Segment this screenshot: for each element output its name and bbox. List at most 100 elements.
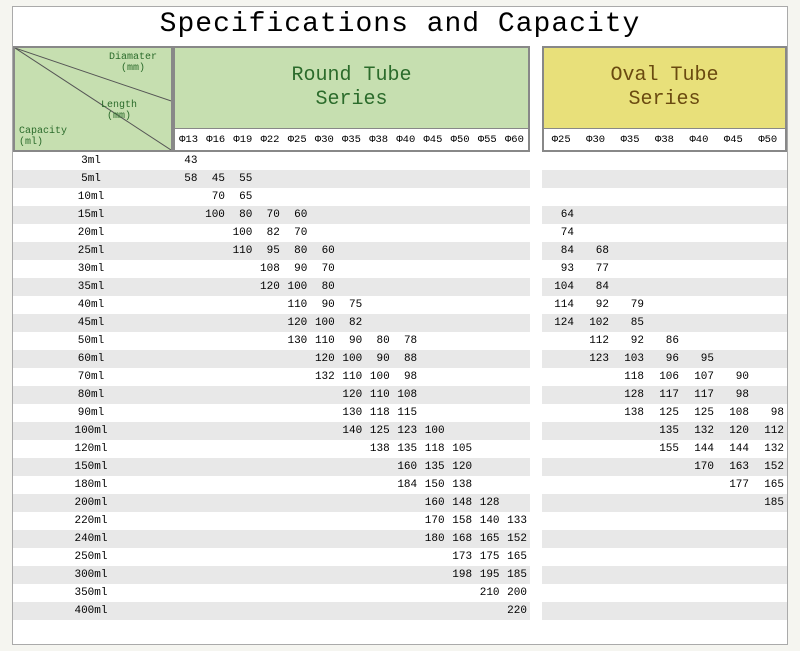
data-cell: 108 xyxy=(393,389,420,401)
data-cell: 110 xyxy=(283,299,310,311)
table-row: 60ml12010090881231039695 xyxy=(13,350,787,368)
oval-cells: 155144144132 xyxy=(542,440,787,458)
data-cell: 138 xyxy=(365,443,392,455)
round-cells: 1201009088 xyxy=(173,350,530,368)
data-cell: 124 xyxy=(542,317,577,329)
oval-series-title: Oval Tube Series xyxy=(544,48,785,128)
data-cell: 120 xyxy=(717,425,752,437)
data-cell: 220 xyxy=(503,605,530,617)
data-cell: 58 xyxy=(173,173,200,185)
data-cell: 163 xyxy=(717,461,752,473)
capacity-cell: 45ml xyxy=(13,317,173,329)
data-cell: 90 xyxy=(338,335,365,347)
data-cell: 95 xyxy=(682,353,717,365)
table-row: 45ml1201008212410285 xyxy=(13,314,787,332)
table-row: 25ml1109580608468 xyxy=(13,242,787,260)
page-title: Specifications and Capacity xyxy=(13,7,787,46)
data-cell: 132 xyxy=(310,371,337,383)
oval-cells: 177165 xyxy=(542,476,787,494)
data-cell: 85 xyxy=(612,317,647,329)
oval-cells: 170163152 xyxy=(542,458,787,476)
table-row: 220ml170158140133 xyxy=(13,512,787,530)
data-cell: 77 xyxy=(577,263,612,275)
data-cell: 80 xyxy=(310,281,337,293)
capacity-cell: 35ml xyxy=(13,281,173,293)
oval-cells: 11810610790 xyxy=(542,368,787,386)
col-header: Φ38 xyxy=(647,134,681,146)
data-cell: 70 xyxy=(255,209,282,221)
oval-cells xyxy=(542,188,787,206)
data-cell: 100 xyxy=(365,371,392,383)
capacity-cell: 200ml xyxy=(13,497,173,509)
data-cell: 195 xyxy=(475,569,502,581)
data-cell: 128 xyxy=(612,389,647,401)
round-cells: 170158140133 xyxy=(173,512,530,530)
oval-cells: 12410285 xyxy=(542,314,787,332)
data-cell: 114 xyxy=(542,299,577,311)
table-row: 400ml 220 xyxy=(13,602,787,620)
data-cell: 120 xyxy=(283,317,310,329)
data-cell: 175 xyxy=(475,551,502,563)
data-cell: 170 xyxy=(420,515,447,527)
col-header: Φ30 xyxy=(578,134,612,146)
data-cell: 133 xyxy=(503,515,530,527)
data-cell: 84 xyxy=(542,245,577,257)
col-header: Φ22 xyxy=(256,134,283,146)
col-header: Φ16 xyxy=(202,134,229,146)
round-cells: 584555 xyxy=(173,170,530,188)
col-header: Φ13 xyxy=(175,134,202,146)
data-cell: 118 xyxy=(420,443,447,455)
data-cell: 100 xyxy=(283,281,310,293)
capacity-cell: 120ml xyxy=(13,443,173,455)
data-cell: 140 xyxy=(338,425,365,437)
capacity-cell: 5ml xyxy=(13,173,173,185)
data-cell: 138 xyxy=(448,479,475,491)
data-cell: 108 xyxy=(717,407,752,419)
table-row: 30ml10890709377 xyxy=(13,260,787,278)
table-row: 180ml184150138177165 xyxy=(13,476,787,494)
data-cell: 88 xyxy=(393,353,420,365)
oval-diameter-headers: Φ25Φ30Φ35Φ38Φ40Φ45Φ50 xyxy=(544,128,785,150)
capacity-cell: 240ml xyxy=(13,533,173,545)
round-cells: 140125123100 xyxy=(173,422,530,440)
data-rows: 3ml435ml58455510ml706515ml1008070606420m… xyxy=(13,152,787,620)
table-row: 80ml12011010812811711798 xyxy=(13,386,787,404)
oval-series-header: Oval Tube Series Φ25Φ30Φ35Φ38Φ40Φ45Φ50 xyxy=(542,46,787,152)
round-cells: 100807060 xyxy=(173,206,530,224)
data-cell: 118 xyxy=(612,371,647,383)
data-cell: 168 xyxy=(448,533,475,545)
data-cell: 103 xyxy=(612,353,647,365)
capacity-cell: 40ml xyxy=(13,299,173,311)
data-cell: 82 xyxy=(255,227,282,239)
data-cell: 75 xyxy=(338,299,365,311)
round-cells: 7065 xyxy=(173,188,530,206)
data-cell: 95 xyxy=(255,245,282,257)
diameter-label: Diamater (mm) xyxy=(109,52,157,74)
round-cells: 12010080 xyxy=(173,278,530,296)
capacity-cell: 220ml xyxy=(13,515,173,527)
table-row: 150ml160135120170163152 xyxy=(13,458,787,476)
data-cell: 100 xyxy=(420,425,447,437)
table-row: 10ml7065 xyxy=(13,188,787,206)
data-cell: 70 xyxy=(310,263,337,275)
data-cell: 70 xyxy=(283,227,310,239)
data-cell: 102 xyxy=(577,317,612,329)
data-cell: 185 xyxy=(503,569,530,581)
data-cell: 100 xyxy=(200,209,227,221)
capacity-cell: 15ml xyxy=(13,209,173,221)
col-header: Φ40 xyxy=(392,134,419,146)
data-cell: 110 xyxy=(365,389,392,401)
data-cell: 117 xyxy=(647,389,682,401)
capacity-cell: 60ml xyxy=(13,353,173,365)
capacity-cell: 400ml xyxy=(13,605,173,617)
oval-cells: 10484 xyxy=(542,278,787,296)
oval-cells: 1129286 xyxy=(542,332,787,350)
data-cell: 93 xyxy=(542,263,577,275)
oval-cells: 64 xyxy=(542,206,787,224)
corner-header: Diamater (mm) Length (mm) Capacity (ml) xyxy=(13,46,173,152)
round-series-header: Round Tube Series Φ13Φ16Φ19Φ22Φ25Φ30Φ35Φ… xyxy=(173,46,530,152)
data-cell: 105 xyxy=(448,443,475,455)
data-cell: 132 xyxy=(682,425,717,437)
data-cell: 82 xyxy=(338,317,365,329)
round-cells: 138135118105 xyxy=(173,440,530,458)
